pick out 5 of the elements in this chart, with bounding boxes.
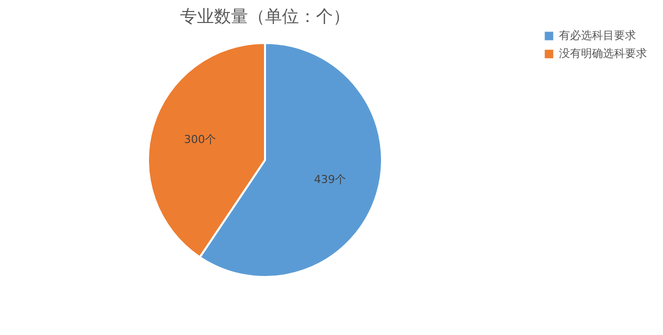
chart-title: 专业数量（单位：个） [180,7,350,27]
data-label: 439个 [314,172,346,186]
data-label: 300个 [184,133,216,146]
legend-label: 没有明确选科要求 [559,47,647,60]
legend-label: 有必选科目要求 [559,29,636,42]
